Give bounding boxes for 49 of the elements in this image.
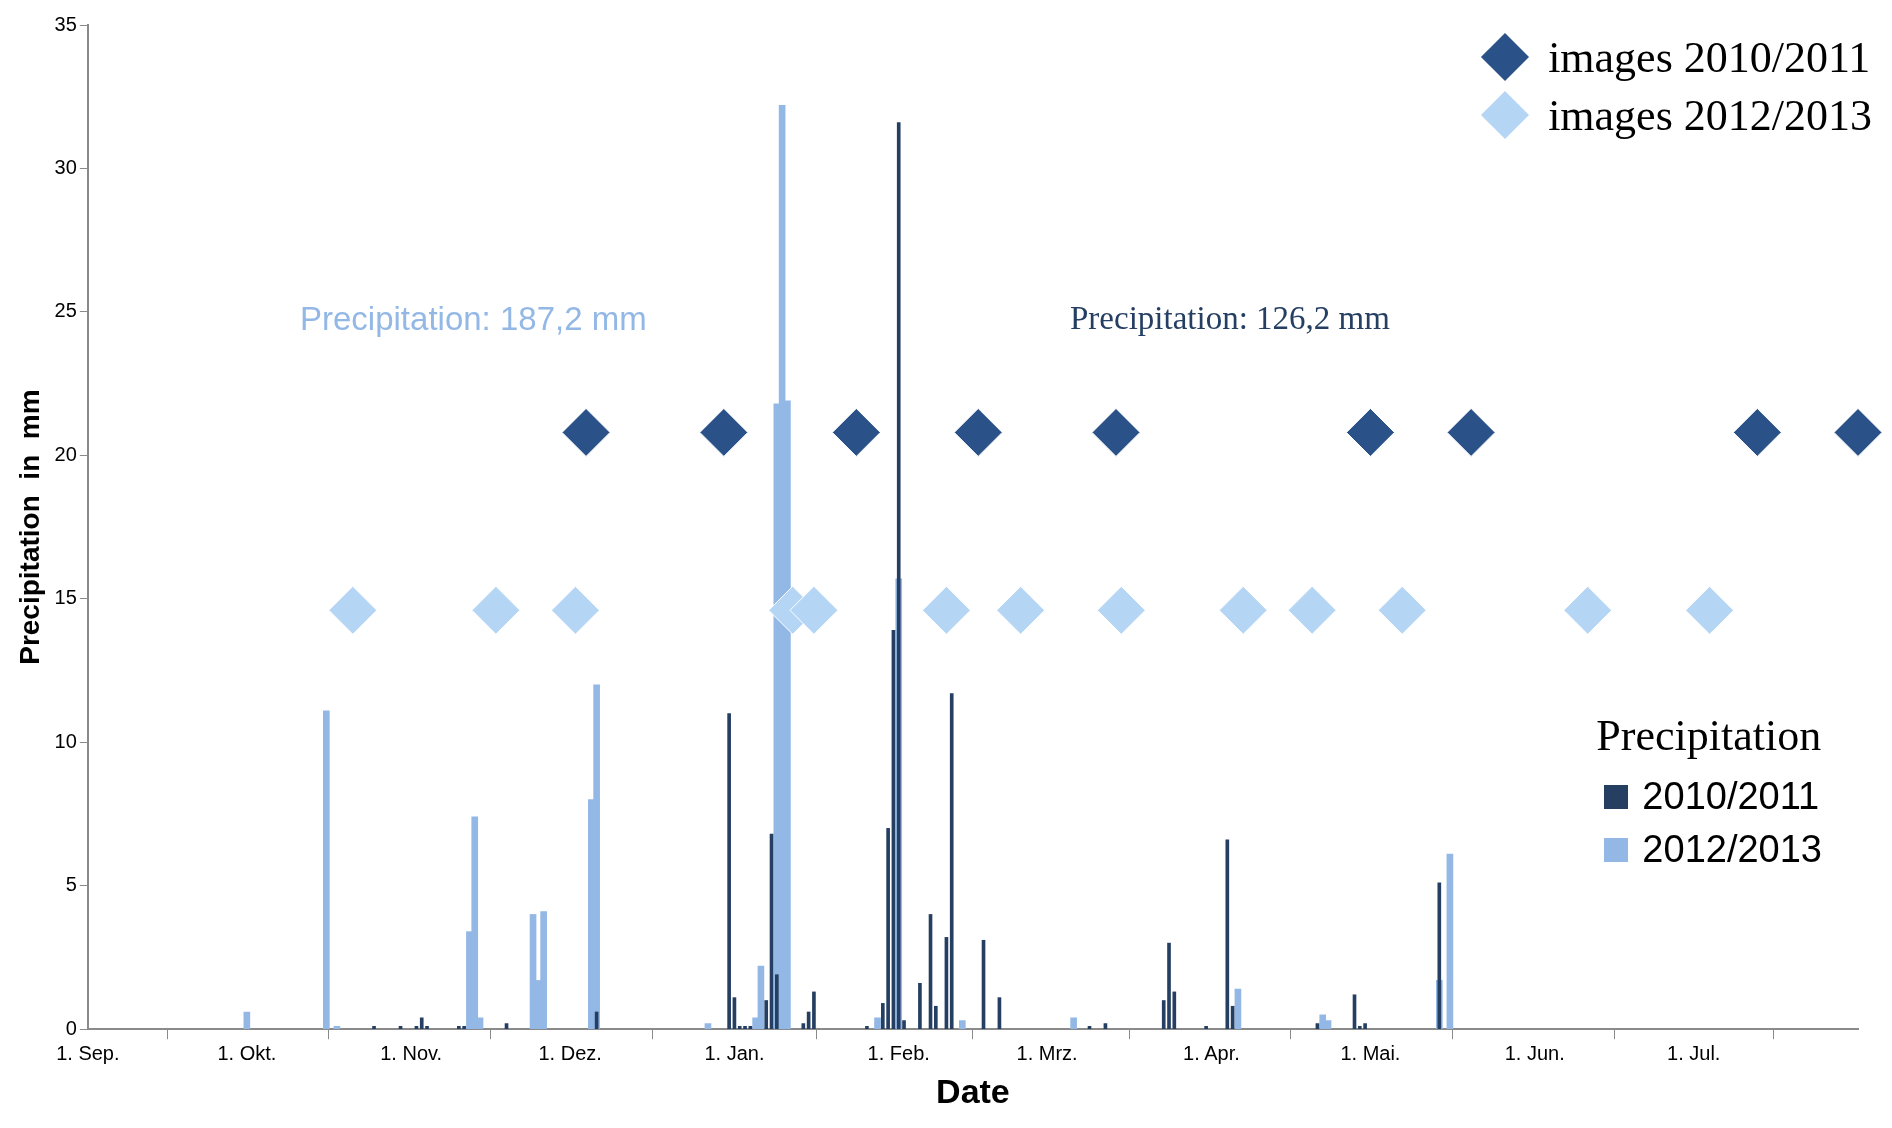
y-tick-label: 30	[54, 155, 77, 178]
y-tick-label: 25	[54, 299, 77, 322]
bar	[775, 974, 779, 1030]
x-tick-label: 1. Mai.	[1340, 1041, 1401, 1064]
legend-label: images 2010/2011	[1548, 31, 1871, 83]
bar	[704, 1023, 712, 1030]
bar	[1204, 1026, 1208, 1030]
x-axis-title: Date	[936, 1071, 1010, 1110]
x-tick-label: 1. Jan.	[704, 1041, 765, 1064]
y-tick-label: 10	[54, 729, 77, 752]
annotation: Precipitation: 126,2 mm	[1070, 300, 1390, 337]
y-tick-label: 5	[65, 873, 77, 896]
bar	[949, 693, 954, 1030]
x-tick-label: 1. Okt.	[217, 1041, 277, 1064]
bar	[958, 1020, 966, 1030]
bar	[865, 1026, 869, 1030]
legend-label: 2012/2013	[1642, 828, 1822, 871]
legend-label: 2010/2011	[1642, 775, 1820, 818]
bar	[801, 1023, 806, 1030]
x-tick-label: 1. Apr.	[1183, 1041, 1240, 1064]
bar	[764, 1000, 769, 1030]
x-tick-label: 1. Nov.	[380, 1041, 443, 1064]
y-tick-label: 15	[54, 586, 77, 609]
y-axis-title: Precipitation in mm	[13, 389, 45, 665]
annotation: Precipitation: 187,2 mm	[300, 300, 647, 338]
bar	[1446, 853, 1454, 1030]
bar	[1319, 1014, 1327, 1030]
bar	[727, 713, 731, 1030]
x-tick-label: 1. Jul.	[1667, 1041, 1721, 1064]
bar	[372, 1026, 376, 1030]
x-tick-label: 1. Sep.	[56, 1041, 120, 1064]
x-tick-label: 1. Jun.	[1504, 1041, 1565, 1064]
bar	[1225, 839, 1230, 1030]
bar	[933, 1005, 938, 1030]
bar	[1437, 882, 1442, 1030]
x-tick-label: 1. Dez.	[538, 1041, 602, 1064]
x-tick-label: 1. Feb.	[867, 1041, 930, 1064]
y-tick-label: 20	[54, 442, 77, 465]
bar	[323, 710, 330, 1030]
y-tick-label: 35	[54, 12, 77, 35]
bar	[333, 1026, 341, 1030]
bar	[812, 991, 816, 1030]
legend-label: images 2012/2013	[1548, 89, 1872, 141]
legend-title: Precipitation	[1596, 710, 1822, 761]
x-tick-label: 1. Mrz.	[1016, 1041, 1078, 1064]
bar	[1070, 1017, 1077, 1030]
y-tick-label: 0	[65, 1016, 77, 1039]
bar	[918, 982, 922, 1030]
bar	[874, 1017, 881, 1030]
